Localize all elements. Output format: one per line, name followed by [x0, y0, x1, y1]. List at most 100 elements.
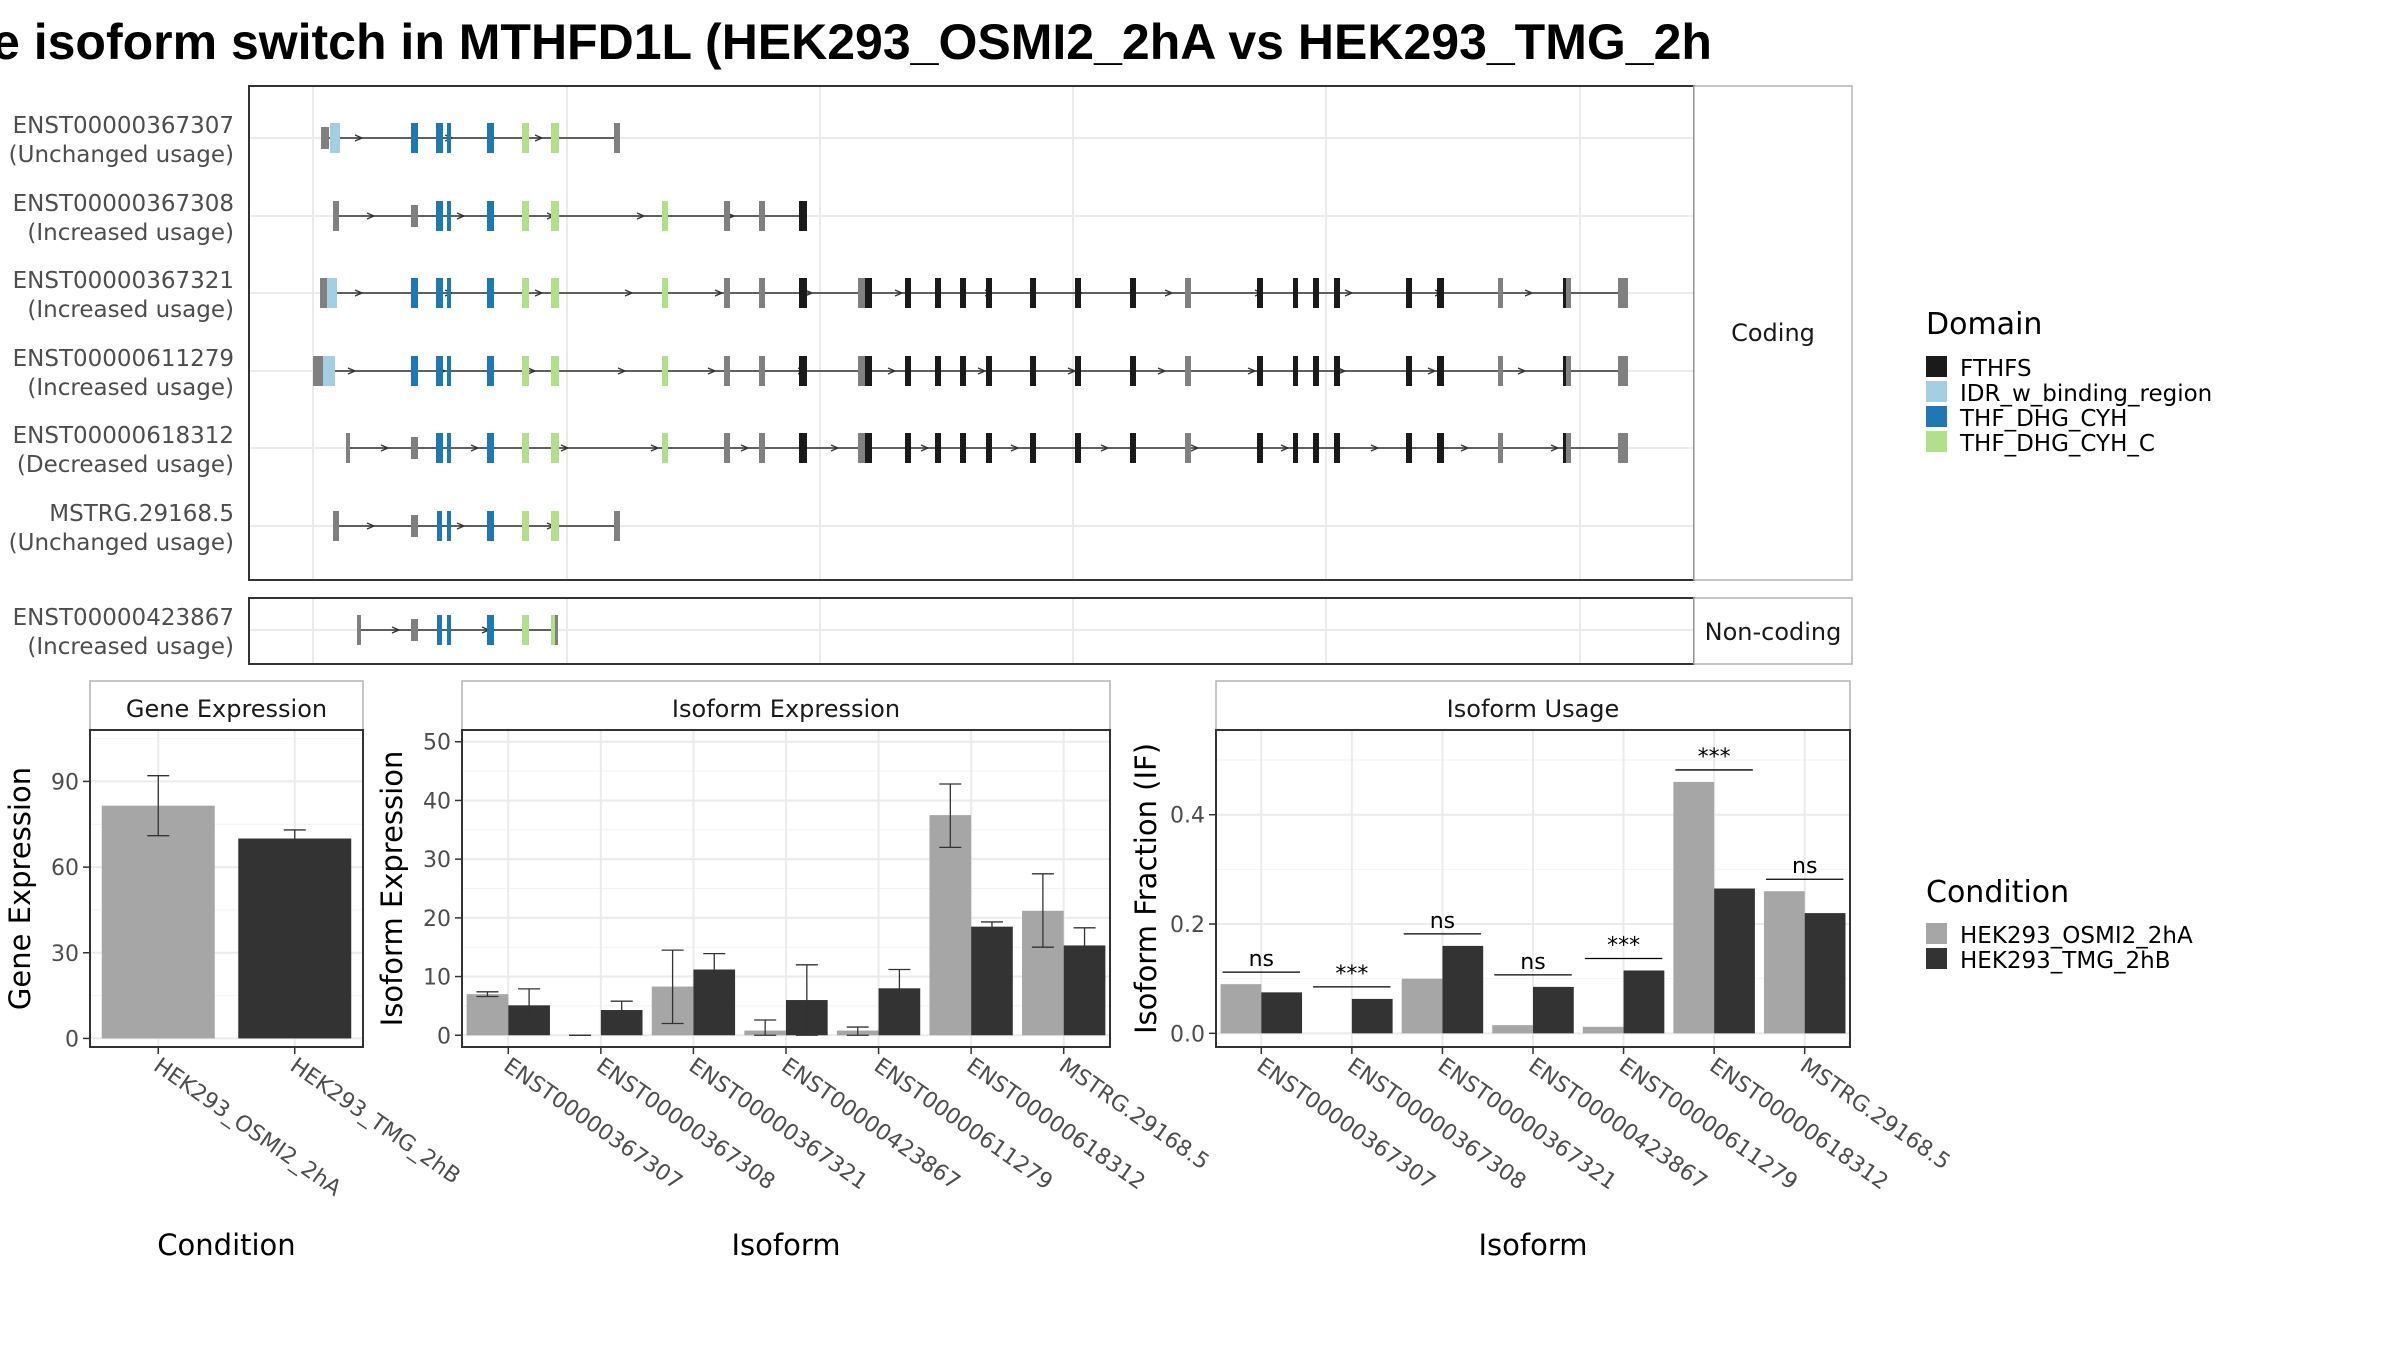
x-axis-title: Condition: [157, 1228, 295, 1262]
exon: [1030, 278, 1036, 308]
bar: [929, 815, 972, 1036]
exon: [487, 433, 494, 463]
exon: [1030, 356, 1036, 386]
row-label-usage: (Increased usage): [27, 297, 234, 323]
exon: [1185, 356, 1191, 386]
bar-chart-panel: Isoform Usage0.00.20.4ns***nsns******nsE…: [1129, 680, 1954, 1262]
exon: [1406, 278, 1412, 308]
direction-arrow: [1524, 289, 1534, 297]
exon: [1498, 356, 1503, 386]
exon: [1293, 433, 1298, 463]
y-tick-label: 0.2: [1170, 913, 1205, 938]
bar: [1261, 992, 1303, 1034]
exon: [551, 356, 559, 386]
direction-arrow: [560, 444, 570, 452]
x-axis-title: Isoform: [731, 1228, 840, 1262]
row-label-id: MSTRG.29168.5: [49, 501, 234, 527]
direction-arrow: [1460, 444, 1470, 452]
exon: [1618, 278, 1628, 308]
direction-arrow: [366, 522, 376, 530]
panel-strip: [89, 680, 364, 731]
exon: [759, 356, 765, 386]
direction-arrow: [470, 444, 480, 452]
y-tick-label: 50: [423, 731, 451, 756]
exon: [799, 201, 807, 231]
bar: [1804, 913, 1846, 1034]
exon: [724, 356, 730, 386]
y-tick-label: 30: [423, 848, 451, 873]
direction-arrow: [456, 522, 466, 530]
bar: [1582, 1026, 1624, 1034]
exon: [411, 123, 418, 153]
bar: [1401, 978, 1443, 1034]
direction-arrow: [366, 212, 376, 220]
legend-key-condition-b: [1926, 948, 1947, 969]
exon: [321, 127, 329, 149]
exon: [1618, 433, 1628, 463]
y-tick-label: 0: [437, 1024, 451, 1049]
legend-key-thf-dhg-cyh: [1926, 406, 1947, 427]
y-tick-label: 90: [51, 770, 79, 795]
exon: [436, 123, 443, 153]
direction-arrow: [534, 134, 544, 142]
exon: [437, 201, 442, 231]
y-tick-label: 60: [51, 856, 79, 881]
exon: [551, 201, 559, 231]
exon: [522, 511, 529, 541]
exon: [1130, 433, 1136, 463]
exon: [333, 201, 339, 231]
bar: [1351, 998, 1393, 1034]
exon: [1566, 356, 1571, 386]
noncoding-strip: [1693, 597, 1853, 665]
exon: [799, 433, 807, 463]
bar: [1714, 888, 1755, 1034]
exon: [1566, 278, 1571, 308]
direction-arrow: [624, 289, 634, 297]
exon: [333, 511, 339, 541]
exon: [1498, 278, 1503, 308]
exon: [1075, 278, 1081, 308]
bar: [238, 838, 352, 1039]
exon: [551, 511, 559, 541]
y-axis-title: Isoform Fraction (IF): [1129, 743, 1163, 1034]
direction-arrow: [920, 444, 930, 452]
legend-label: THF_DHG_CYH: [1959, 406, 2127, 432]
exon: [551, 433, 559, 463]
panel-title: Isoform Usage: [1447, 695, 1620, 723]
direction-arrow: [1100, 444, 1110, 452]
legend-key-idr: [1926, 381, 1947, 402]
transcript-structure-panel: Coding Non-coding: [248, 85, 1853, 665]
exon: [960, 356, 966, 386]
exon: [1313, 433, 1319, 463]
exon: [858, 433, 865, 463]
exon: [799, 278, 807, 308]
exon: [437, 433, 442, 463]
direction-arrow: [1190, 444, 1200, 452]
exon: [1334, 356, 1340, 386]
direction-arrow: [1370, 444, 1380, 452]
exon: [447, 201, 451, 231]
exon: [759, 278, 765, 308]
exon: [522, 615, 529, 645]
exon: [436, 356, 443, 386]
exon: [662, 201, 668, 231]
direction-arrow: [894, 289, 904, 297]
exon: [986, 278, 992, 308]
exon: [1334, 278, 1340, 308]
direction-arrow: [456, 212, 466, 220]
exon: [1406, 433, 1412, 463]
exon: [1130, 278, 1136, 308]
exon: [357, 615, 361, 645]
bar: [1492, 1025, 1533, 1034]
exon: [724, 278, 730, 308]
y-tick-label: 10: [423, 966, 451, 991]
exon: [986, 356, 992, 386]
bar: [101, 805, 215, 1039]
exon: [1406, 356, 1412, 386]
exon: [487, 201, 494, 231]
coding-strip: [1693, 85, 1853, 581]
exon: [411, 515, 418, 537]
direction-arrow: [354, 134, 364, 142]
exon: [662, 433, 668, 463]
exon: [905, 433, 911, 463]
